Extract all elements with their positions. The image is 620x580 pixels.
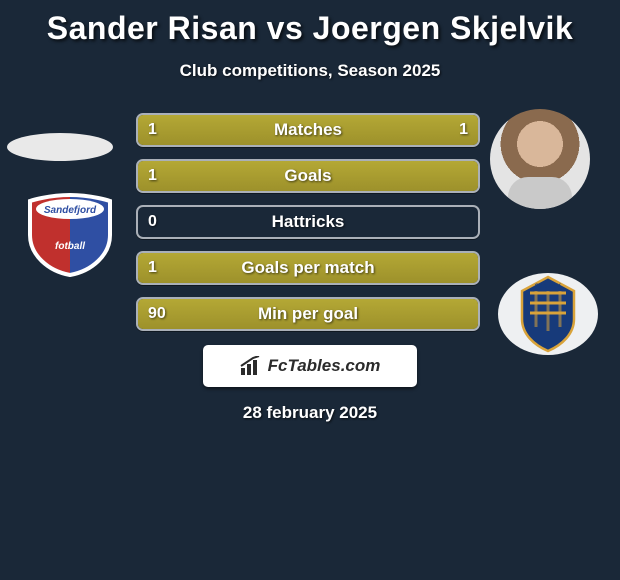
- stat-label: Goals: [138, 161, 478, 191]
- club-crest-left: Sandefjord fotball: [20, 191, 120, 277]
- stat-label: Matches: [138, 115, 478, 145]
- stat-label: Hattricks: [138, 207, 478, 237]
- stat-label: Goals per match: [138, 253, 478, 283]
- svg-text:Sandefjord: Sandefjord: [44, 205, 97, 216]
- chart-icon: [240, 356, 262, 376]
- branding-text: FcTables.com: [268, 356, 381, 376]
- stat-row: 11Matches: [136, 113, 480, 147]
- club-crest-right: STABÆK: [496, 271, 600, 357]
- stat-row: 1Goals per match: [136, 251, 480, 285]
- date-stamp: 28 february 2025: [0, 403, 620, 423]
- stat-label: Min per goal: [138, 299, 478, 329]
- player-left-avatar: [7, 133, 113, 161]
- stat-row: 0Hattricks: [136, 205, 480, 239]
- stat-row: 1Goals: [136, 159, 480, 193]
- stat-row: 90Min per goal: [136, 297, 480, 331]
- svg-text:STABÆK: STABÆK: [535, 284, 562, 290]
- player-right-avatar: [490, 109, 590, 209]
- branding-plate[interactable]: FcTables.com: [203, 345, 417, 387]
- svg-text:fotball: fotball: [55, 241, 85, 252]
- page-title: Sander Risan vs Joergen Skjelvik: [0, 0, 620, 47]
- subtitle: Club competitions, Season 2025: [0, 61, 620, 81]
- stat-bars: 11Matches 1Goals 0Hattricks 1Goals per matc…: [136, 113, 480, 343]
